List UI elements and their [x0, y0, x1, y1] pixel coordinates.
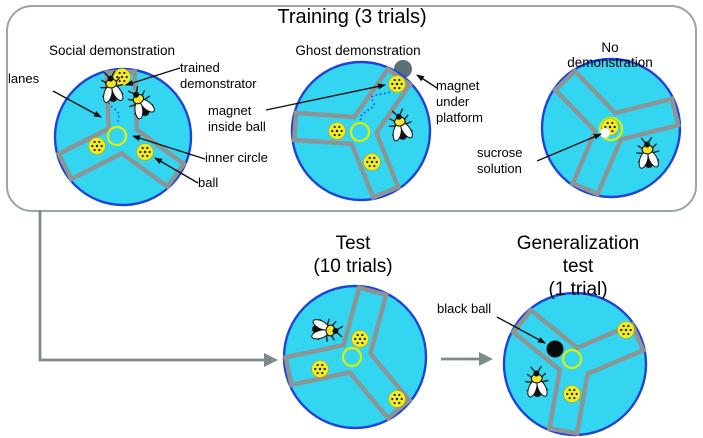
arena-social	[53, 67, 193, 207]
bee-icon	[311, 318, 344, 342]
inner-circle	[349, 121, 371, 143]
annotation-sucrose-solution: sucrose solution	[477, 145, 523, 176]
arena-circle	[290, 60, 432, 202]
inner-circle	[561, 348, 583, 370]
generalization-title: Generalization test (1 trial)	[516, 233, 640, 300]
ball-icon	[563, 385, 581, 403]
arrow-sucrose-solution	[536, 133, 602, 162]
arrow-lanes	[52, 90, 102, 118]
arrow-magnet-inside-ball	[265, 83, 386, 111]
arena-no-demonstration	[540, 57, 682, 199]
arena-ghost	[290, 60, 432, 202]
panel-label-ghost: Ghost demonstration	[295, 43, 421, 58]
arrow-ball	[154, 157, 199, 184]
flow-arrowhead-test	[264, 353, 278, 367]
arrow-magnet-under-platform	[416, 74, 438, 89]
lane-walls	[291, 66, 414, 201]
training-box	[6, 5, 697, 212]
lane-walls	[552, 67, 682, 197]
annotation-trained-demonstrator: trained demonstrator	[180, 60, 257, 91]
black-ball	[546, 340, 564, 358]
bee-icon	[388, 108, 413, 142]
inner-circle	[106, 125, 128, 147]
ball-icon	[617, 321, 635, 339]
panel-label-no-demonstration: No demonstration	[567, 40, 653, 70]
bee-icon	[127, 85, 155, 120]
flow-connector	[38, 210, 264, 362]
arrow-inner-circle	[132, 135, 206, 160]
arrow-black-ball	[496, 316, 546, 344]
panel-label-social: Social demonstration	[48, 43, 176, 58]
ball-icon	[363, 153, 381, 171]
arena-test	[282, 284, 428, 430]
flow-arrowhead-generalization	[479, 352, 493, 366]
test-title: Test (10 trials)	[313, 233, 393, 277]
label-arrows	[52, 67, 602, 344]
annotation-magnet-inside-ball: magnet inside ball	[208, 103, 266, 134]
ball-icon	[311, 360, 329, 378]
sucrose-drop	[599, 127, 611, 139]
bee-icon	[525, 366, 549, 398]
bee-icon	[100, 70, 124, 104]
annotation-inner-circle: inner circle	[205, 150, 268, 165]
inner-circle	[341, 346, 363, 368]
arrow-trained-demonstrator	[125, 67, 181, 86]
ball-icon	[351, 330, 369, 348]
annotation-lanes: lanes	[8, 71, 40, 86]
annotation-magnet-under-platform: magnet under platform	[436, 78, 483, 125]
arena-generalization	[502, 291, 648, 437]
training-title: Training (3 trials)	[277, 6, 427, 28]
ball-icon	[388, 75, 406, 93]
bee-icon	[636, 136, 660, 169]
ball-icon	[388, 390, 406, 408]
annotation-black-ball: black ball	[437, 301, 492, 316]
flow-arrows	[38, 210, 493, 367]
ball-icon	[328, 122, 346, 140]
ball-icon	[88, 137, 106, 155]
ball-icon	[136, 143, 154, 161]
inner-circle	[598, 116, 624, 142]
lane-walls	[282, 284, 413, 422]
annotation-ball: ball	[198, 175, 219, 190]
trajectory-path	[359, 89, 394, 124]
lane-walls	[510, 307, 647, 437]
